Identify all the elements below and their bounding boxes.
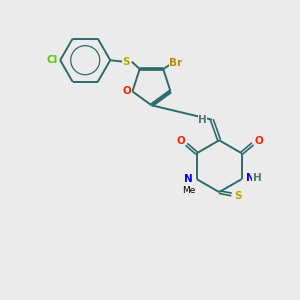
- Text: Cl: Cl: [46, 55, 58, 65]
- Text: O: O: [254, 136, 263, 146]
- Text: O: O: [123, 86, 131, 96]
- Text: S: S: [234, 191, 242, 201]
- Text: Br: Br: [169, 58, 182, 68]
- Text: N: N: [245, 173, 254, 183]
- Text: H: H: [253, 173, 261, 183]
- Text: N: N: [184, 174, 193, 184]
- Text: O: O: [176, 136, 185, 146]
- Text: S: S: [123, 57, 130, 67]
- Text: Me: Me: [182, 186, 195, 195]
- Text: H: H: [198, 115, 207, 125]
